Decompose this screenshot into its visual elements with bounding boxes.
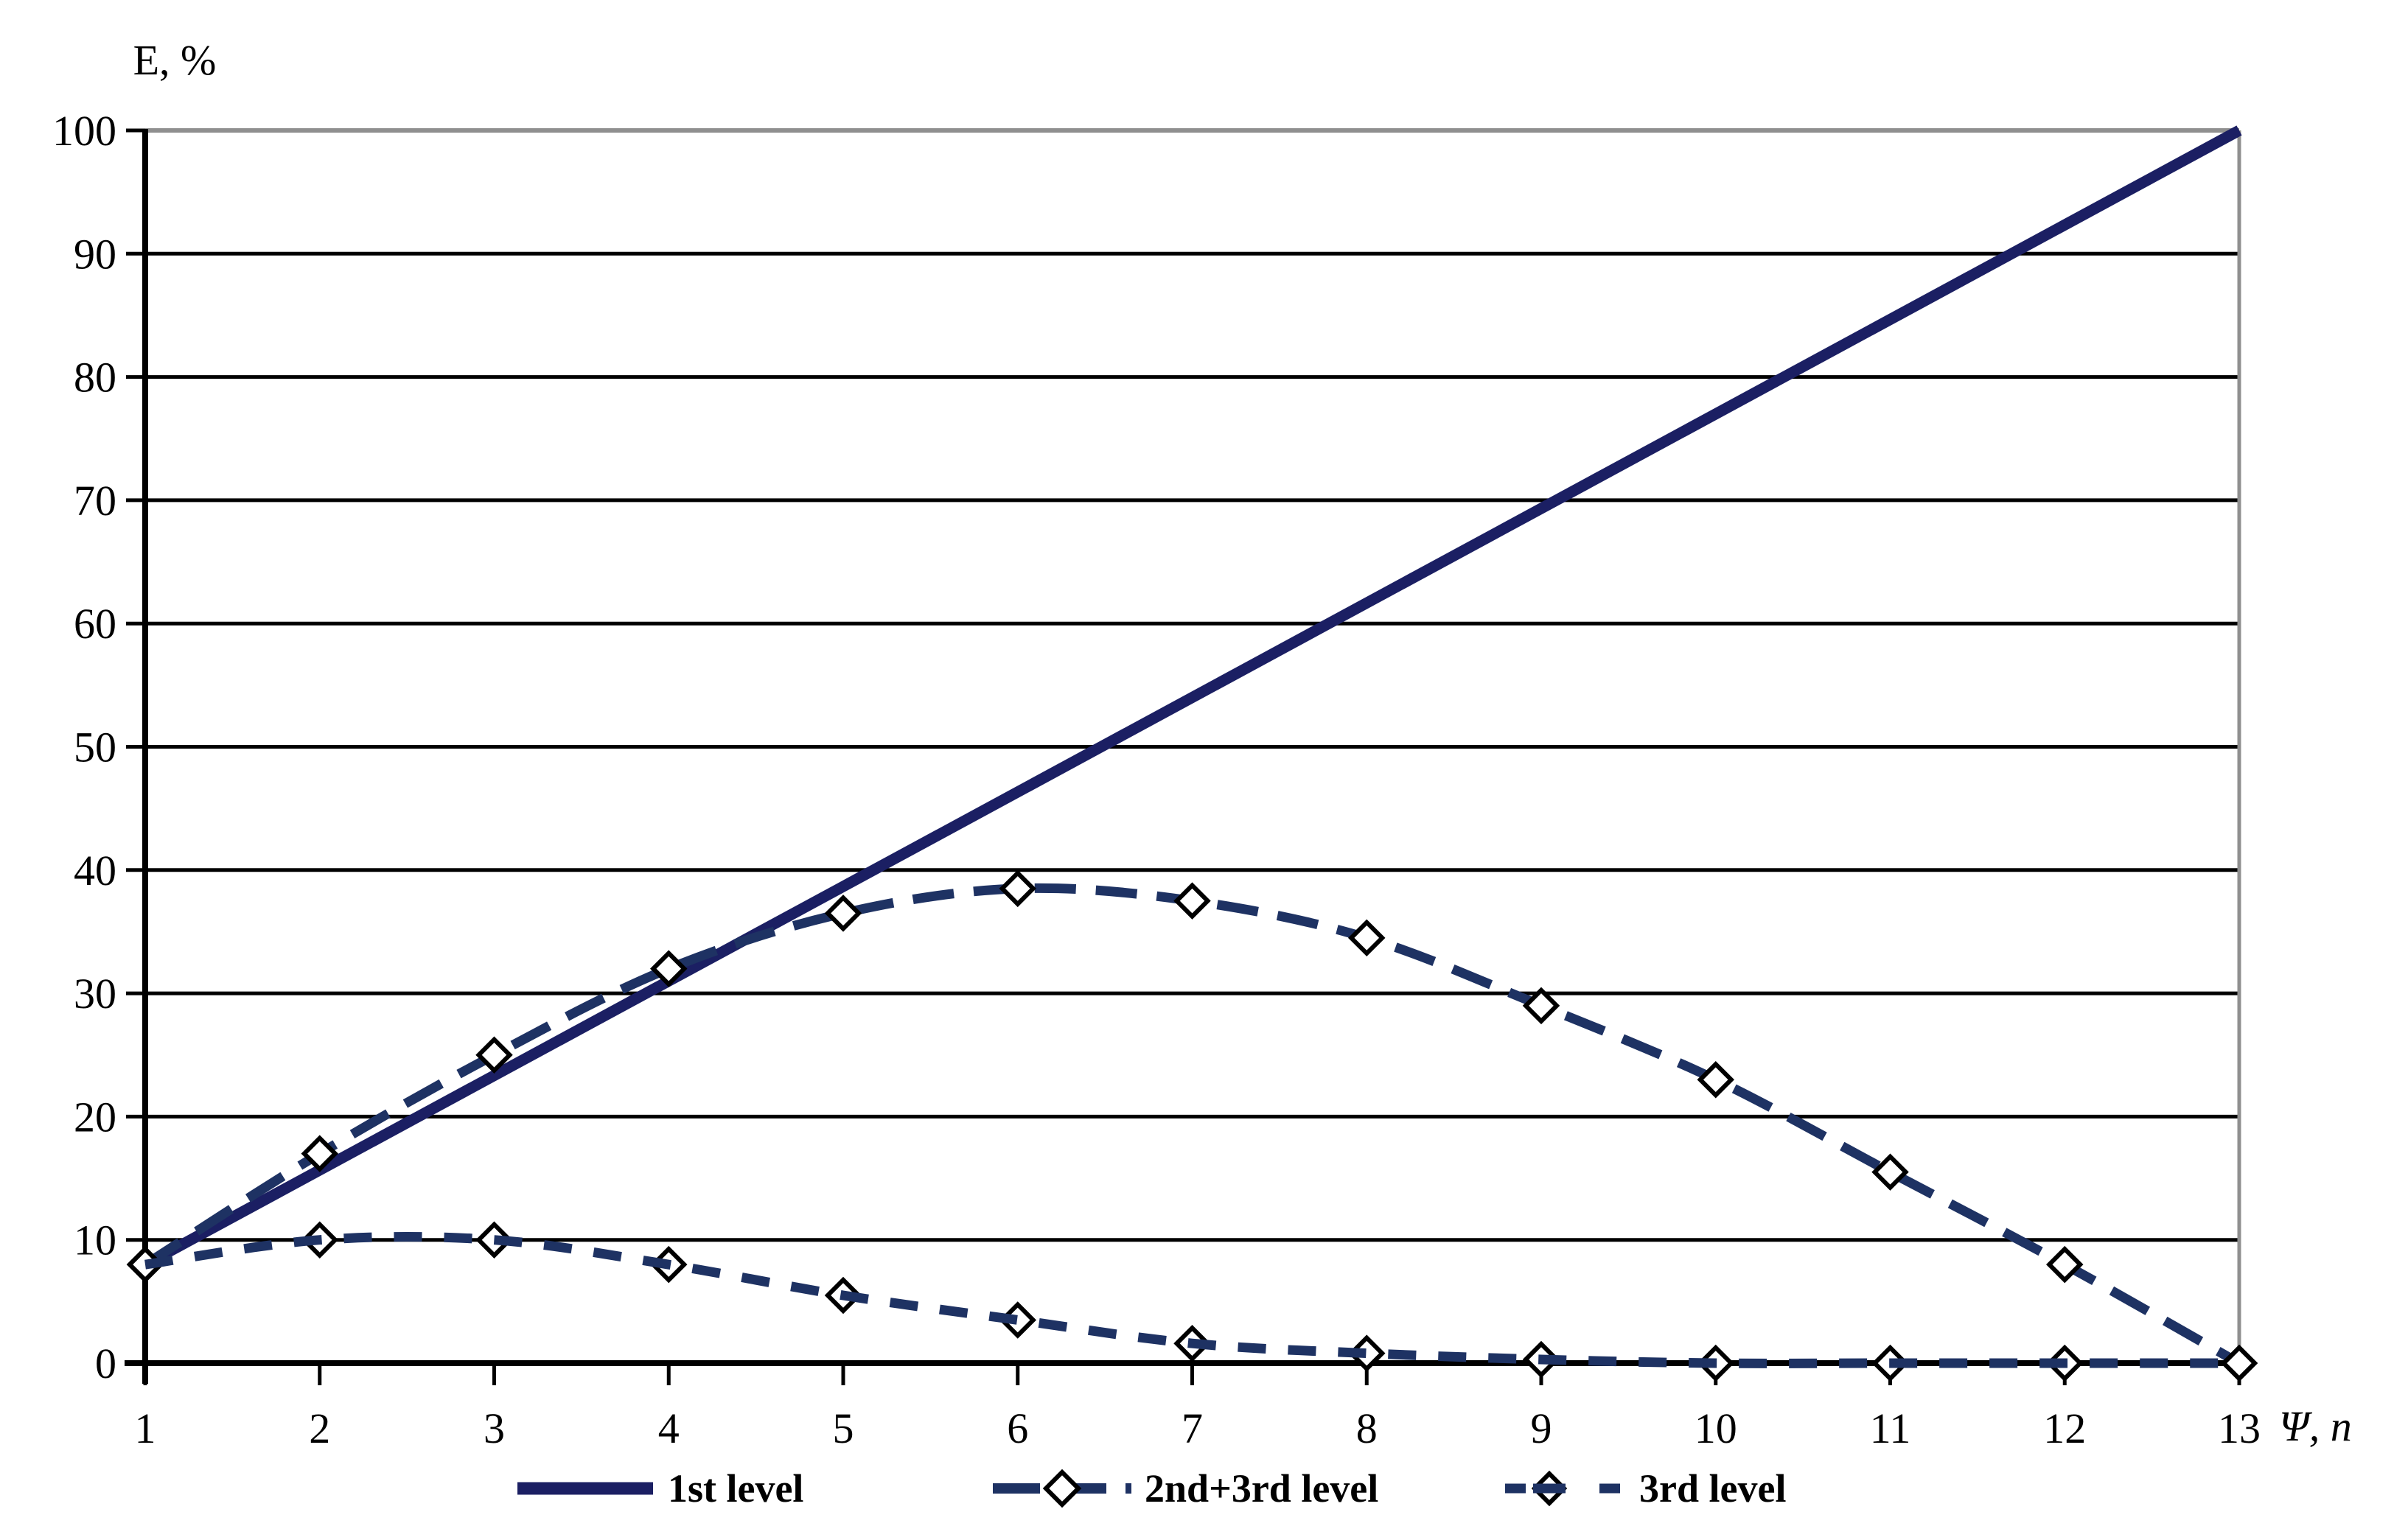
series-1st-level-line (142, 125, 2242, 1270)
x-tick-label: 4 (658, 1404, 680, 1452)
y-tick-label: 40 (74, 847, 116, 895)
y-tick-label: 100 (52, 107, 116, 155)
y-tick-label: 0 (95, 1340, 116, 1387)
y-tick-label: 30 (74, 970, 116, 1018)
x-tick-label: 2 (309, 1404, 330, 1452)
x-tick-label: 10 (1695, 1404, 1737, 1452)
x-tick-label: 3 (484, 1404, 505, 1452)
x-tick-labels: 1 2 3 4 5 6 7 8 9 10 11 12 13 (135, 1404, 2261, 1452)
y-tick-labels: 0 10 20 30 40 50 60 70 80 90 100 (52, 107, 116, 1387)
legend-label-2nd-3rd-level: 2nd+3rd level (1145, 1466, 1379, 1511)
y-tick-label: 20 (74, 1093, 116, 1141)
y-tick-label: 70 (74, 477, 116, 525)
gridlines (145, 128, 2239, 1365)
short-dash-diamond-legend-icon (1505, 1470, 1620, 1507)
y-tick-label: 50 (74, 724, 116, 771)
y-tick-label: 80 (74, 354, 116, 402)
dashed-diamond-legend-icon (993, 1469, 1131, 1508)
x-tick-label: 5 (833, 1404, 854, 1452)
legend-label-1st-level: 1st level (668, 1466, 804, 1511)
chart-legend: 1st level 2nd+3rd level 3rd level (0, 1466, 2408, 1519)
series-2nd-3rd-level-markers (126, 869, 2258, 1382)
x-tick-label: 1 (135, 1404, 156, 1452)
y-tick-label: 10 (74, 1217, 116, 1264)
x-tick-label: 8 (1356, 1404, 1378, 1452)
legend-item-2nd-3rd-level: 2nd+3rd level (991, 1466, 1379, 1511)
y-tick-label: 90 (74, 230, 116, 278)
series-3rd-level-markers (126, 1221, 2258, 1382)
y-tick-label: 60 (74, 600, 116, 648)
x-tick-label: 9 (1531, 1404, 1552, 1452)
solid-line-legend-icon (517, 1482, 653, 1495)
series-3rd-level-line (144, 1232, 2239, 1368)
legend-item-3rd-level: 3rd level (1504, 1466, 1787, 1511)
series-2nd-3rd-level-line (142, 883, 2242, 1368)
x-tick-label: 7 (1182, 1404, 1203, 1452)
y-axis-title: E, % (133, 36, 217, 84)
legend-label-3rd-level: 3rd level (1639, 1466, 1787, 1511)
x-tick-label: 13 (2218, 1404, 2261, 1452)
x-tick-label: 11 (1870, 1404, 1911, 1452)
legend-item-1st-level: 1st level (516, 1466, 804, 1511)
x-axis-title: Ψ, n (2279, 1402, 2352, 1450)
x-tick-label: 6 (1007, 1404, 1028, 1452)
axes (125, 128, 2241, 1385)
x-tick-label: 12 (2043, 1404, 2086, 1452)
